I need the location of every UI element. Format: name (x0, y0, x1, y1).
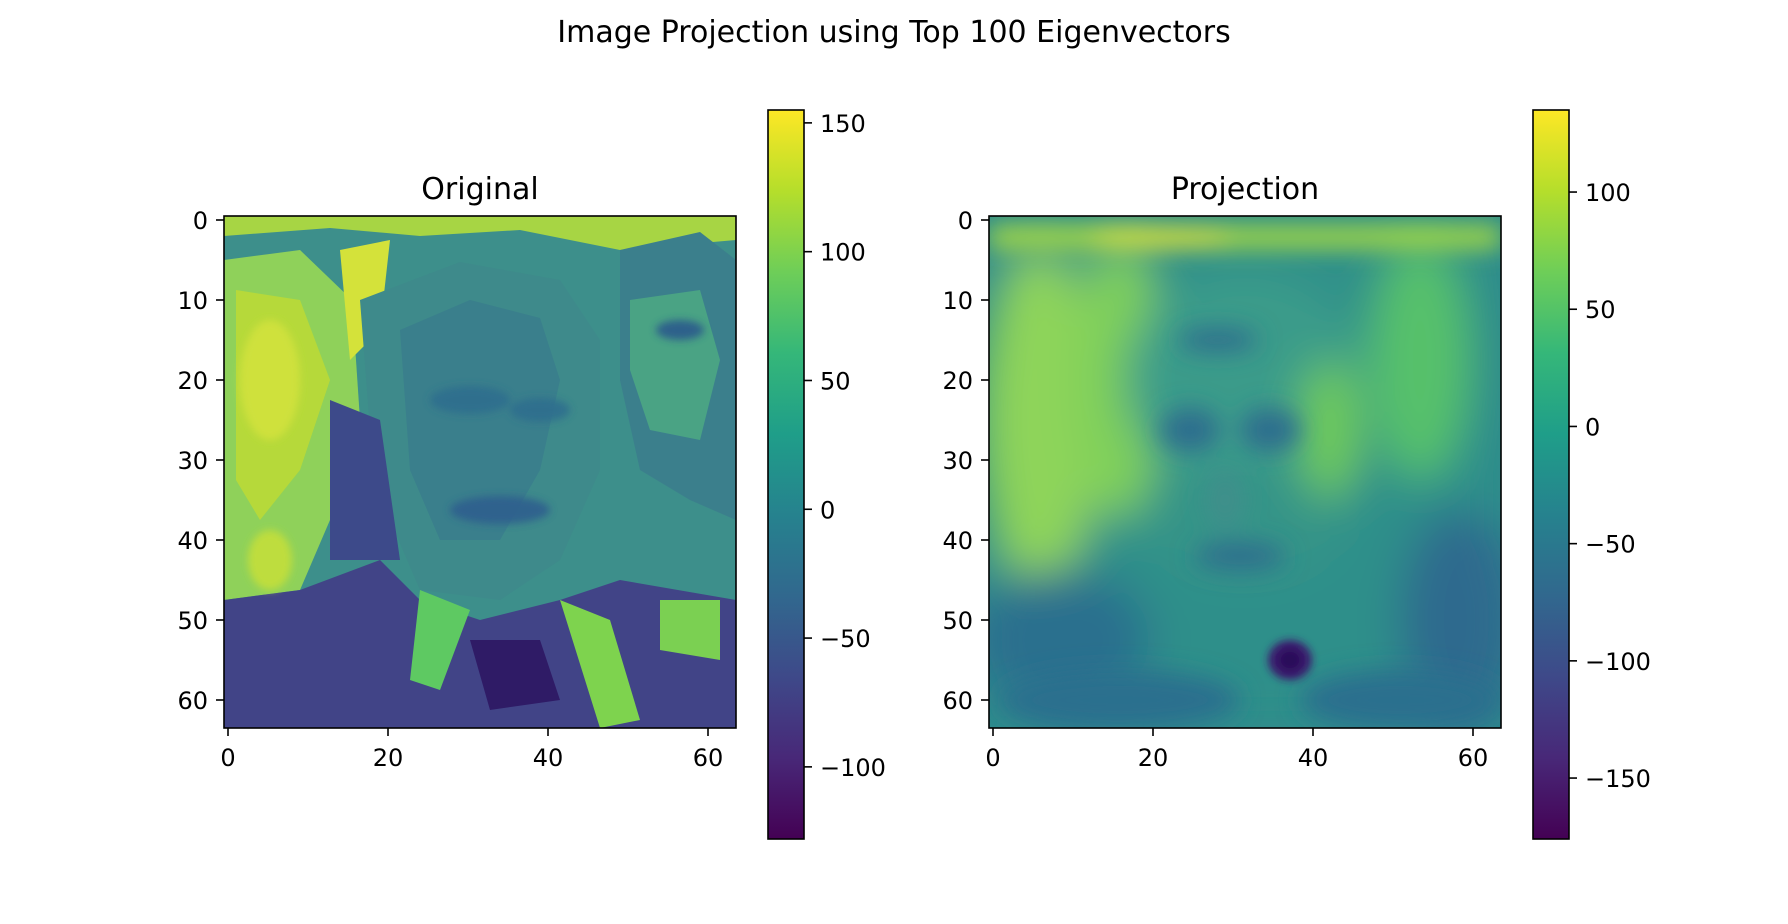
projection-colorbar: −150 −100 −50 0 50 100 (1532, 109, 1651, 840)
projection-y-tick-label: 40 (942, 527, 973, 555)
original-x-tick-label: 20 (373, 744, 404, 772)
projection-colorbar-tick-label: −100 (1585, 648, 1651, 676)
original-y-tick-label: 30 (177, 447, 208, 475)
projection-x-tick-label: 40 (1298, 744, 1329, 772)
original-colorbar-tick-label: 100 (820, 239, 866, 267)
original-title: Original (421, 172, 538, 207)
projection-colorbar-tick-label: 0 (1585, 413, 1600, 441)
projection-title: Projection (1171, 172, 1319, 207)
projection-y-tick-label: 30 (942, 447, 973, 475)
original-x-tick-label: 40 (533, 744, 564, 772)
original-y-tick-label: 40 (177, 527, 208, 555)
projection-colorbar-fill (1532, 109, 1570, 840)
original-colorbar-tick-label: 50 (820, 367, 851, 395)
original-panel: Original (177, 109, 886, 840)
original-axes-frame (223, 215, 737, 729)
original-image (224, 216, 736, 728)
projection-y-tick-label: 50 (942, 607, 973, 635)
projection-y-tick-label: 60 (942, 687, 973, 715)
projection-colorbar-tick-label: 100 (1585, 179, 1631, 207)
original-colorbar-tick-label: −100 (820, 754, 886, 782)
original-x-axis: 0 20 40 60 (220, 728, 723, 772)
original-colorbar-ticks: −100 −50 0 50 100 150 (804, 110, 886, 782)
original-y-tick-label: 10 (177, 287, 208, 315)
projection-x-tick-label: 20 (1138, 744, 1169, 772)
projection-y-tick-label: 10 (942, 287, 973, 315)
original-y-tick-label: 60 (177, 687, 208, 715)
original-colorbar-tick-label: 150 (820, 110, 866, 138)
original-x-tick-label: 60 (693, 744, 724, 772)
projection-x-axis: 0 20 40 60 (985, 728, 1488, 772)
projection-x-tick-label: 0 (985, 744, 1000, 772)
original-x-tick-label: 0 (220, 744, 235, 772)
original-colorbar-tick-label: −50 (820, 625, 871, 653)
original-colorbar-tick-label: 0 (820, 496, 835, 524)
original-colorbar: −100 −50 0 50 100 150 (767, 109, 886, 840)
projection-y-tick-label: 0 (958, 207, 973, 235)
projection-colorbar-tick-label: 50 (1585, 296, 1616, 324)
original-y-tick-label: 0 (193, 207, 208, 235)
projection-colorbar-tick-label: −50 (1585, 531, 1636, 559)
projection-axes-frame (988, 215, 1502, 729)
projection-x-tick-label: 60 (1458, 744, 1489, 772)
projection-colorbar-ticks: −150 −100 −50 0 50 100 (1569, 179, 1651, 793)
projection-panel: Projection (942, 109, 1651, 840)
original-y-tick-label: 50 (177, 607, 208, 635)
original-y-tick-label: 20 (177, 367, 208, 395)
projection-y-tick-label: 20 (942, 367, 973, 395)
projection-y-axis: 0 10 20 30 40 50 60 (942, 207, 989, 715)
figure-title: Image Projection using Top 100 Eigenvect… (557, 15, 1231, 50)
original-y-axis: 0 10 20 30 40 50 60 (177, 207, 224, 715)
original-colorbar-fill (767, 109, 805, 840)
projection-image (989, 216, 1501, 728)
projection-colorbar-tick-label: −150 (1585, 765, 1651, 793)
